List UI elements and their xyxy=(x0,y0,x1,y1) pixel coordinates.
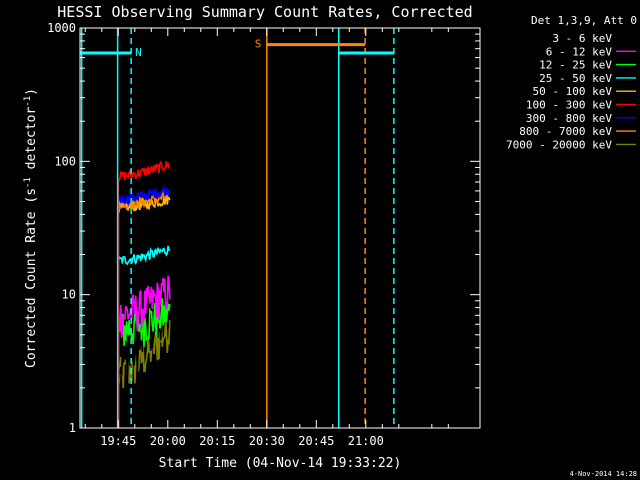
y-axis-label-end: ) xyxy=(24,88,39,96)
x-tick-label: 20:30 xyxy=(249,434,285,448)
y-tick-label: 1000 xyxy=(47,21,76,35)
legend-entry-label: 12 - 25 keV xyxy=(539,59,612,72)
legend-entry-label: 50 - 100 keV xyxy=(533,85,613,98)
x-tick-label: 21:00 xyxy=(348,434,384,448)
y-axis-label-main: Corrected Count Rate (s xyxy=(24,188,39,368)
plot-frame xyxy=(79,27,481,429)
flag-label: S xyxy=(255,38,262,51)
data-layer xyxy=(117,160,171,428)
series-line xyxy=(117,185,170,428)
y-tick-label: 100 xyxy=(54,154,76,168)
annotation-layer: NS xyxy=(80,28,395,428)
chart-title: HESSI Observing Summary Count Rates, Cor… xyxy=(57,3,472,21)
series-line xyxy=(117,160,171,428)
timestamp: 4-Nov-2014 14:28 xyxy=(570,470,637,478)
legend-entry-label: 800 - 7000 keV xyxy=(519,125,612,138)
flag-label: N xyxy=(135,46,142,59)
legend-entry-label: 7000 - 20000 keV xyxy=(506,138,612,151)
x-tick-label: 20:00 xyxy=(150,434,186,448)
y-tick-label: 10 xyxy=(62,288,76,302)
y-axis-label: Corrected Count Rate (s-1 detector-1) xyxy=(23,88,39,368)
series-line xyxy=(117,190,170,428)
x-axis-label: Start Time (04-Nov-14 19:33:22) xyxy=(159,456,402,471)
y-tick-label: 1 xyxy=(69,421,76,435)
legend-entry-label: 3 - 6 keV xyxy=(552,32,612,45)
legend-header: Det 1,3,9, Att 0 xyxy=(531,14,637,27)
series-line xyxy=(117,275,171,428)
legend-entry-label: 300 - 800 keV xyxy=(526,112,612,125)
y-axis-label-mid: detector xyxy=(24,107,39,178)
y-axis-label-sup1: -1 xyxy=(23,177,33,188)
series-line xyxy=(117,245,171,428)
axis-layer: 1 10 100 1000 19:45 20:00 20:15 20:30 20:45 21:00 xyxy=(47,21,480,448)
legend-entry-label: 6 - 12 keV xyxy=(546,45,613,58)
legend-entry-label: 25 - 50 keV xyxy=(539,72,612,85)
x-tick-label: 19:45 xyxy=(100,434,136,448)
series-line xyxy=(117,298,171,428)
x-tick-label: 20:15 xyxy=(199,434,235,448)
y-axis-label-sup2: -1 xyxy=(23,96,33,107)
x-tick-label: 20:45 xyxy=(298,434,334,448)
legend-entry-label: 100 - 300 keV xyxy=(526,99,612,112)
